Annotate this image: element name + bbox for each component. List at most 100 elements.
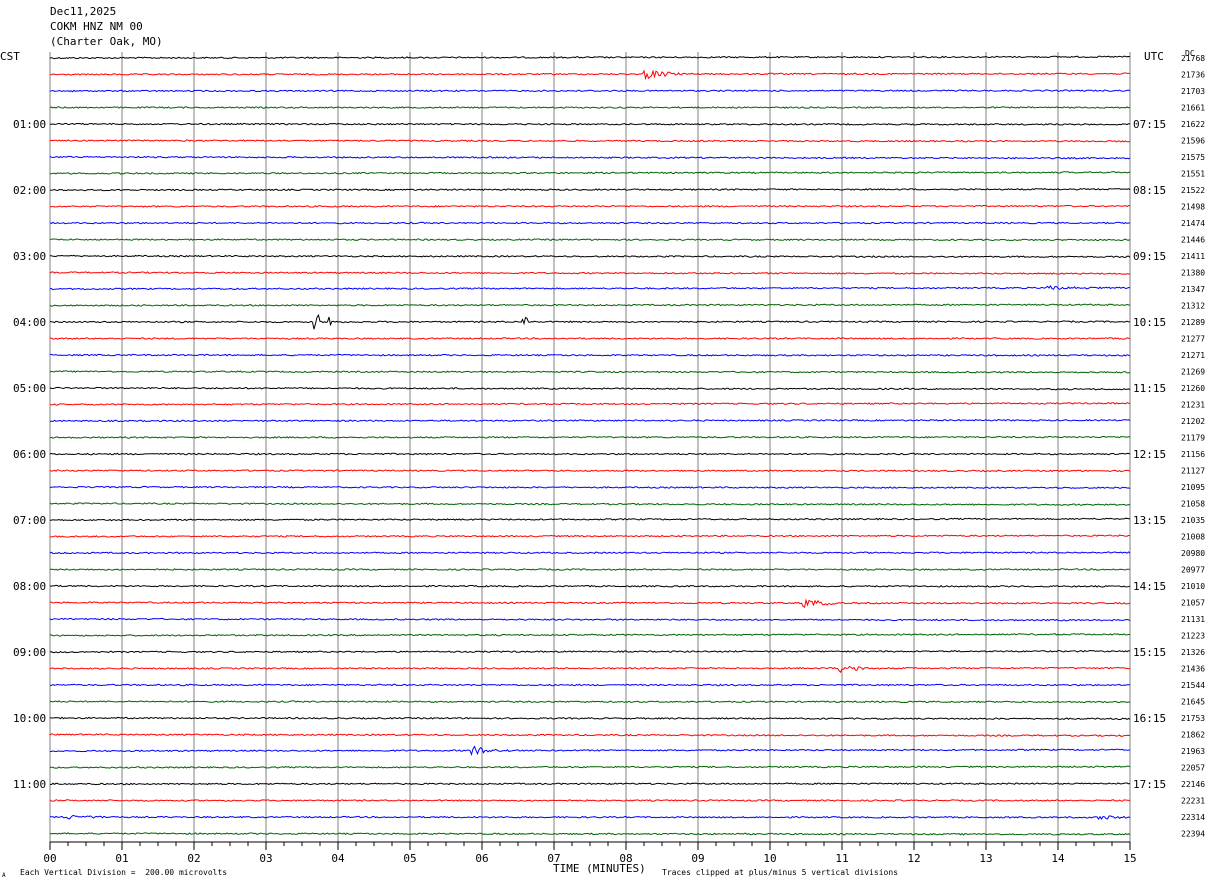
x-tick-label: 09: [691, 852, 704, 865]
seismic-trace: [49, 386, 1131, 391]
dc-offset-label: 21260: [1181, 384, 1205, 393]
dc-offset-label: 21223: [1181, 632, 1205, 641]
dc-offset-label: 21231: [1181, 401, 1205, 410]
dc-offset-label: 21446: [1181, 236, 1205, 245]
seismic-trace: [50, 534, 1131, 538]
cst-hour-label: 02:00: [13, 184, 46, 197]
dc-offset-label: 21095: [1181, 483, 1205, 492]
cst-hour-label: 06:00: [13, 448, 46, 461]
seismic-trace: [49, 418, 1131, 423]
utc-hour-label: 10:15: [1133, 316, 1166, 329]
seismic-trace: [49, 765, 1131, 769]
dc-offset-label: 21058: [1181, 500, 1205, 509]
x-tick-label: 05: [403, 852, 416, 865]
clip-note: Traces clipped at plus/minus 5 vertical …: [662, 868, 899, 877]
x-tick-label: 10: [763, 852, 776, 865]
dc-offset-label: 21312: [1181, 302, 1205, 311]
corner-mark: A: [2, 872, 6, 879]
cst-hour-label: 08:00: [13, 580, 46, 593]
utc-hour-label: 14:15: [1133, 580, 1166, 593]
scale-note: Each Vertical Division = 200.00 microvol…: [20, 868, 228, 877]
utc-hour-label: 07:15: [1133, 118, 1166, 131]
left-timezone-label: CST: [0, 50, 20, 63]
seismic-trace: [49, 254, 1131, 259]
x-axis-label: TIME (MINUTES): [553, 862, 646, 875]
utc-hour-label: 13:15: [1133, 514, 1166, 527]
seismic-trace: [49, 452, 1131, 456]
cst-hour-label: 03:00: [13, 250, 46, 263]
dc-offset-label: 21010: [1181, 582, 1205, 591]
seismic-trace: [49, 402, 1131, 406]
seismic-trace: [49, 155, 1131, 160]
cst-hour-label: 07:00: [13, 514, 46, 527]
seismic-trace: [49, 221, 1131, 225]
right-timezone-label: UTC: [1144, 50, 1164, 63]
x-tick-label: 14: [1051, 852, 1065, 865]
dc-offset-label: 22394: [1181, 830, 1205, 839]
dc-offset-label: 21008: [1181, 533, 1205, 542]
seismic-trace: [49, 665, 1131, 674]
dc-offset-label: 21661: [1181, 104, 1205, 113]
x-tick-label: 03: [259, 852, 272, 865]
dc-offset-label: 21202: [1181, 417, 1205, 426]
dc-offset-label: 21551: [1181, 170, 1205, 179]
dc-offset-label: 21862: [1181, 731, 1205, 740]
seismic-trace: [49, 284, 1131, 291]
dc-offset-label: 21622: [1181, 120, 1205, 129]
dc-offset-label: 21127: [1181, 467, 1205, 476]
utc-hour-label: 15:15: [1133, 646, 1166, 659]
dc-offset-label: 21544: [1181, 681, 1205, 690]
seismic-trace: [49, 716, 1131, 721]
seismic-trace: [49, 69, 1130, 81]
utc-hour-label: 08:15: [1133, 184, 1166, 197]
seismic-trace: [49, 745, 1131, 756]
utc-hour-label: 11:15: [1133, 382, 1166, 395]
cst-hour-label: 04:00: [13, 316, 46, 329]
seismic-trace: [49, 204, 1131, 208]
seismic-trace: [49, 337, 1131, 340]
dc-offset-label: 21645: [1181, 698, 1205, 707]
seismic-trace: [49, 517, 1131, 522]
seismic-trace: [49, 584, 1131, 588]
dc-offset-label: 22231: [1181, 797, 1205, 806]
x-tick-label: 02: [187, 852, 200, 865]
x-tick-label: 11: [835, 852, 848, 865]
dc-offset-label: 21596: [1181, 137, 1205, 146]
seismic-trace: [49, 303, 1131, 307]
seismic-trace: [49, 502, 1131, 506]
dc-offset-label: 21277: [1181, 335, 1205, 344]
date-label: Dec11,2025: [50, 5, 117, 18]
dc-offset-label: 21753: [1181, 714, 1205, 723]
cst-hour-label: 01:00: [13, 118, 46, 131]
seismic-trace: [49, 106, 1131, 109]
dc-offset-label: 21156: [1181, 450, 1205, 459]
dc-offset-label: 21269: [1181, 368, 1205, 377]
dc-offset-label: 21289: [1181, 318, 1205, 327]
seismic-trace: [49, 799, 1131, 802]
dc-offset-label: 21057: [1181, 599, 1205, 608]
utc-hour-label: 09:15: [1133, 250, 1166, 263]
dc-offset-label: 22057: [1181, 764, 1205, 773]
seismic-trace: [49, 568, 1131, 571]
utc-hour-label: 12:15: [1133, 448, 1166, 461]
seismic-trace: [49, 832, 1131, 836]
x-tick-label: 07: [547, 852, 560, 865]
cst-hour-label: 09:00: [13, 646, 46, 659]
seismic-trace: [49, 187, 1131, 192]
dc-offset-label: 21703: [1181, 87, 1205, 96]
seismic-trace: [49, 733, 1131, 737]
dc-offset-label: 20980: [1181, 549, 1205, 558]
x-tick-label: 15: [1123, 852, 1136, 865]
cst-hour-label: 05:00: [13, 382, 46, 395]
seismic-trace: [50, 122, 1131, 126]
x-tick-label: 12: [907, 852, 920, 865]
seismic-trace: [49, 814, 1131, 821]
utc-hour-label: 16:15: [1133, 712, 1166, 725]
dc-offset-label: 21131: [1181, 615, 1205, 624]
dc-header-label: DC: [1185, 49, 1195, 58]
seismic-trace: [49, 271, 1131, 275]
cst-hour-label: 11:00: [13, 778, 46, 791]
dc-offset-label: 21347: [1181, 285, 1205, 294]
cst-hour-label: 10:00: [13, 712, 46, 725]
